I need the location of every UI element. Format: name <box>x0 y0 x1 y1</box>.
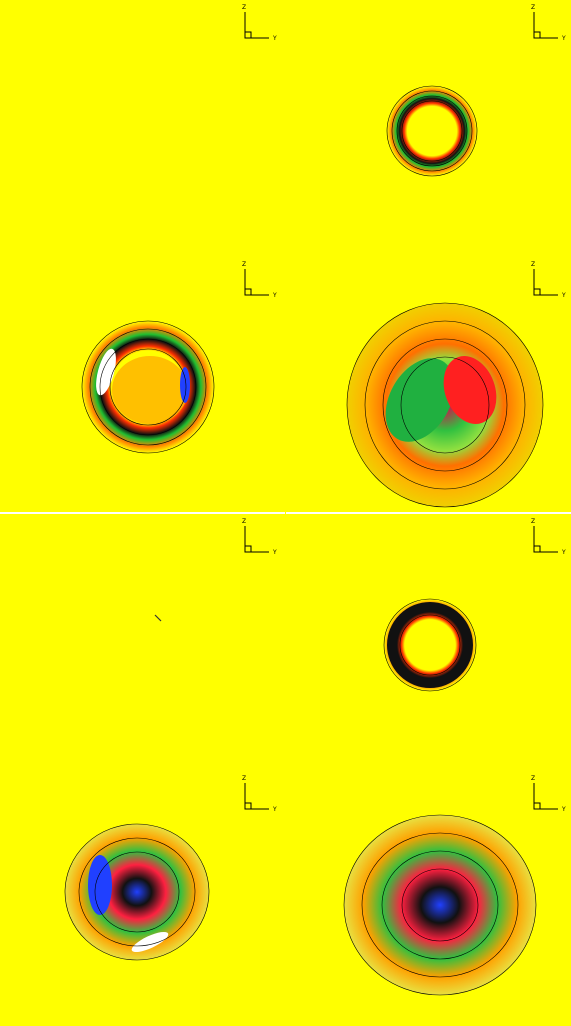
axis-icon: ZY <box>531 4 566 42</box>
axis-icon: ZY <box>531 775 566 813</box>
y-label: Y <box>272 806 277 813</box>
y-label: Y <box>561 806 566 813</box>
axis-origin <box>533 31 541 39</box>
contour-blob <box>81 320 215 454</box>
y-label: Y <box>561 292 566 299</box>
axis-icon: ZY <box>242 518 277 556</box>
contour-blob <box>64 823 210 961</box>
axis-icon: ZY <box>531 518 566 556</box>
z-label: Z <box>242 518 246 525</box>
axis-origin <box>533 288 541 296</box>
y-label: Y <box>561 549 566 556</box>
axis-origin <box>244 802 252 810</box>
z-label: Z <box>531 261 535 268</box>
contour-blob <box>343 814 537 996</box>
z-label: Z <box>242 4 246 11</box>
panel-gap <box>285 0 286 1026</box>
axis-origin <box>244 545 252 553</box>
axis-icon: ZY <box>531 261 566 299</box>
y-label: Y <box>272 549 277 556</box>
axis-icon: ZY <box>242 775 277 813</box>
contour-mark <box>154 614 162 622</box>
z-label: Z <box>531 4 535 11</box>
z-label: Z <box>531 775 535 782</box>
axis-origin <box>244 288 252 296</box>
axis-icon: ZY <box>242 261 277 299</box>
axis-icon: ZY <box>242 4 277 42</box>
contour-blob <box>346 302 544 508</box>
y-label: Y <box>272 35 277 42</box>
z-label: Z <box>531 518 535 525</box>
axis-origin <box>533 802 541 810</box>
contour-ring <box>386 85 478 177</box>
contour-ring <box>383 598 477 692</box>
axis-origin <box>244 31 252 39</box>
z-label: Z <box>242 261 246 268</box>
axis-origin <box>533 545 541 553</box>
y-label: Y <box>272 292 277 299</box>
z-label: Z <box>242 775 246 782</box>
y-label: Y <box>561 35 566 42</box>
